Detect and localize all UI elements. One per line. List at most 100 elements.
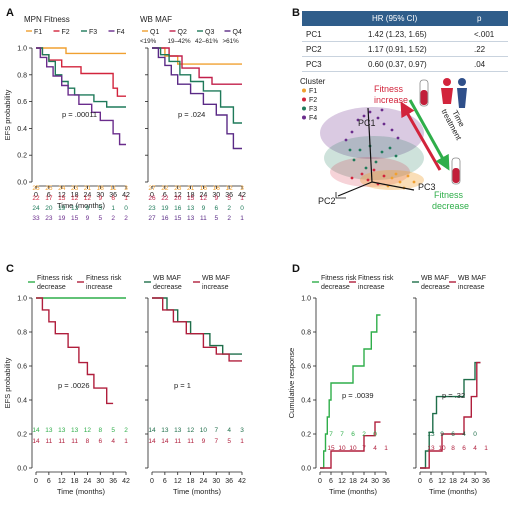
cluster-legend-dot (302, 97, 306, 102)
legend-sublabel: <19% (140, 38, 157, 45)
risk-count: 6 (214, 205, 218, 212)
legend-label: Q4 (233, 29, 242, 36)
risk-count: 24 (32, 205, 40, 212)
pca-point-f1 (394, 172, 398, 176)
risk-count: 2 (362, 431, 366, 438)
risk-count: 2 (124, 427, 128, 434)
legend-label: F4 (117, 29, 125, 36)
x-tick-label: 12 (58, 192, 66, 199)
risk-count: 22 (161, 195, 169, 202)
risk-count: 14 (148, 427, 156, 434)
risk-count: 13 (427, 445, 435, 452)
pca-point-f2 (350, 176, 354, 180)
x-axis-label: Time (months) (57, 487, 106, 496)
risk-count: 2 (111, 215, 115, 222)
risk-count: 6 (462, 445, 466, 452)
series-line-q3 (152, 47, 242, 124)
risk-count: 17 (45, 195, 53, 202)
risk-count: 8 (98, 427, 102, 434)
series-line-fitness-risk-decrease (320, 314, 381, 469)
pca-point-f3 (374, 160, 378, 164)
risk-count: 1 (124, 195, 128, 202)
hr-table-row-pc1: PC1 1.42 (1.23, 1.65) <.001 (302, 27, 508, 42)
risk-count: 0 (240, 205, 244, 212)
risk-count: 4 (227, 427, 231, 434)
legend-sublabel: 42–61% (195, 38, 219, 45)
hr-table-header: HR (95% CI) p (302, 11, 508, 26)
risk-count: 22 (161, 185, 169, 192)
x-tick-label: 24 (84, 192, 92, 199)
risk-count: 7 (214, 438, 218, 445)
pca-point-f2 (360, 172, 364, 176)
blood-tube-icon-top (419, 79, 429, 107)
x-tick-label: 36 (225, 478, 233, 485)
pca-point-f3 (348, 148, 352, 152)
cluster-f2-ellipse (330, 157, 410, 187)
y-tick-label: 1.0 (17, 46, 27, 53)
x-tick-label: 42 (122, 192, 130, 199)
risk-count: 3 (124, 185, 128, 192)
pca-point-f4 (368, 110, 372, 114)
x-tick-label: 6 (163, 478, 167, 485)
pc3-axis (371, 181, 415, 191)
pca-point-f3 (394, 154, 398, 158)
x-tick-label: 6 (163, 192, 167, 199)
x-tick-label: 42 (122, 478, 130, 485)
series-line-wb-maf-increase (420, 361, 481, 469)
x-tick-label: 30 (96, 478, 104, 485)
risk-count: 12 (200, 195, 208, 202)
risk-count: 11 (58, 438, 65, 445)
fitness-decrease-label-1: Fitness (434, 190, 464, 200)
hr-row-label: PC1 (306, 30, 322, 39)
pca-point-f2 (382, 174, 386, 178)
pc2-bracket (335, 192, 346, 199)
risk-count: 21 (84, 185, 92, 192)
risk-count: 13 (187, 215, 195, 222)
risk-count: 15 (71, 215, 79, 222)
x-tick-label: 12 (338, 478, 346, 485)
legend-label-line2: decrease (421, 284, 450, 291)
risk-count: 10 (438, 445, 446, 452)
risk-count: 11 (71, 438, 78, 445)
y-tick-label: 1.0 (17, 296, 27, 303)
risk-count: 13 (71, 427, 79, 434)
pc2-axis (337, 181, 373, 197)
risk-count: 2 (227, 215, 231, 222)
risk-count: 12 (84, 195, 92, 202)
y-tick-label: 0.8 (301, 330, 311, 337)
cluster-legend-title: Cluster (300, 77, 326, 86)
risk-count: 11 (110, 185, 117, 192)
risk-count: 5 (227, 195, 231, 202)
x-tick-label: 36 (109, 478, 117, 485)
risk-count: 11 (174, 438, 181, 445)
hr-row-p: <.001 (474, 30, 495, 39)
risk-count: 8 (86, 438, 90, 445)
legend-label-line1: Fitness risk (358, 275, 394, 282)
legend-label: F1 (34, 29, 42, 36)
risk-count: 5 (98, 205, 102, 212)
risk-count: 16 (213, 185, 221, 192)
y-tick-label: 0.2 (17, 153, 27, 160)
legend-label: Q2 (178, 29, 187, 36)
series-line-fitness-risk-increase (36, 297, 114, 405)
series-line-wb-maf-decrease (152, 297, 242, 355)
risk-count: 9 (440, 431, 444, 438)
x-axis-label: Time (months) (329, 487, 378, 496)
risk-count: 1 (384, 445, 388, 452)
x-tick-label: 36 (482, 478, 490, 485)
risk-count: 9 (86, 205, 90, 212)
risk-count: 24 (58, 185, 66, 192)
x-tick-label: 0 (34, 478, 38, 485)
p-value-label: p = 1 (174, 381, 191, 390)
p-value-label: p = .32 (442, 391, 465, 400)
panel-label-d: D (292, 263, 300, 275)
risk-count: 13 (161, 427, 169, 434)
risk-count: 6 (111, 195, 115, 202)
risk-count: 4 (373, 445, 377, 452)
risk-count: 13 (58, 427, 66, 434)
pca-point-f1 (390, 176, 394, 180)
legend-label: F3 (89, 29, 97, 36)
legend-label-line2: increase (358, 284, 385, 291)
x-axis-label: Time (months) (429, 487, 478, 496)
